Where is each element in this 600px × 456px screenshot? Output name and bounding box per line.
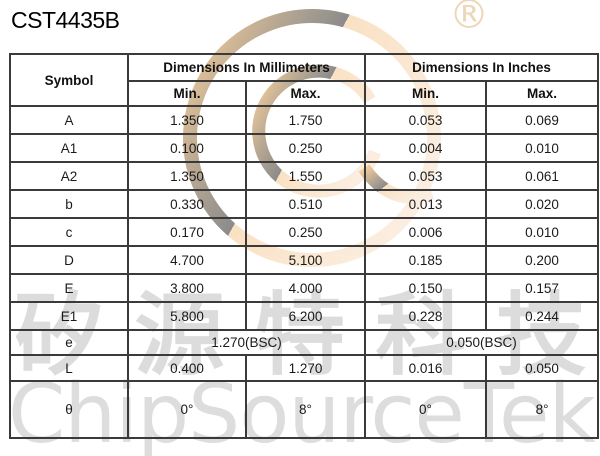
page-title: CST4435B <box>11 7 120 33</box>
cell-in-max: 8° <box>485 380 600 439</box>
table-row: E 3.800 4.000 0.150 0.157 <box>9 273 600 303</box>
cell-in-span: 0.050(BSC) <box>364 329 600 356</box>
cell-symbol: L <box>9 354 129 382</box>
cell-mm-min: 4.700 <box>127 245 247 275</box>
cell-mm-max: 0.250 <box>244 217 367 247</box>
cell-in-max: 0.010 <box>485 133 600 163</box>
cell-mm-max: 1.750 <box>244 105 367 135</box>
cell-symbol: D <box>9 245 129 275</box>
table-row: A 1.350 1.750 0.053 0.069 <box>9 105 600 135</box>
cell-in-max: 0.069 <box>485 105 600 135</box>
table-row: e 1.270(BSC) 0.050(BSC) <box>9 329 600 356</box>
cell-mm-max: 5.100 <box>244 245 367 275</box>
cell-mm-min: 0.330 <box>127 189 247 219</box>
dimensions-table: Symbol Dimensions In Millimeters Dimensi… <box>9 53 600 439</box>
cell-in-min: 0.185 <box>364 245 488 275</box>
col-header-symbol: Symbol <box>9 53 129 107</box>
cell-in-max: 0.157 <box>485 273 600 303</box>
cell-in-min: 0.053 <box>364 161 488 191</box>
table-row: D 4.700 5.100 0.185 0.200 <box>9 245 600 275</box>
cell-mm-min: 5.800 <box>127 301 247 331</box>
cell-symbol: b <box>9 189 129 219</box>
cell-mm-max: 1.550 <box>244 161 367 191</box>
table-row: A1 0.100 0.250 0.004 0.010 <box>9 133 600 163</box>
cell-in-min: 0.006 <box>364 217 488 247</box>
cell-mm-min: 0.170 <box>127 217 247 247</box>
cell-mm-max: 6.200 <box>244 301 367 331</box>
cell-mm-span: 1.270(BSC) <box>126 329 367 356</box>
cell-in-min: 0.004 <box>364 133 488 163</box>
cell-mm-min: 0.400 <box>127 354 247 382</box>
cell-in-min: 0.228 <box>364 301 488 331</box>
cell-symbol: A2 <box>9 161 129 191</box>
cell-in-min: 0.053 <box>364 105 488 135</box>
cell-symbol: E <box>9 273 129 303</box>
table-row: L 0.400 1.270 0.016 0.050 <box>9 354 600 382</box>
cell-mm-min: 1.350 <box>127 105 247 135</box>
cell-in-max: 0.200 <box>485 245 600 275</box>
table-row: A2 1.350 1.550 0.053 0.061 <box>9 161 600 191</box>
table-row: θ 0° 8° 0° 8° <box>9 380 600 439</box>
cell-mm-max: 8° <box>244 380 367 439</box>
cell-in-max: 0.020 <box>485 189 600 219</box>
col-header-mm-min: Min. <box>127 80 247 107</box>
cell-mm-max: 4.000 <box>244 273 367 303</box>
cell-in-min: 0.016 <box>364 354 488 382</box>
cell-symbol: c <box>9 217 129 247</box>
table-row: c 0.170 0.250 0.006 0.010 <box>9 217 600 247</box>
cell-mm-max: 0.250 <box>244 133 367 163</box>
cell-mm-min: 0° <box>127 380 247 439</box>
cell-in-max: 0.050 <box>485 354 600 382</box>
cell-mm-min: 1.350 <box>127 161 247 191</box>
table-row: b 0.330 0.510 0.013 0.020 <box>9 189 600 219</box>
cell-symbol: θ <box>9 380 129 439</box>
cell-symbol: E1 <box>9 301 129 331</box>
cell-in-max: 0.010 <box>485 217 600 247</box>
cell-symbol: A <box>9 105 129 135</box>
table-row: E1 5.800 6.200 0.228 0.244 <box>9 301 600 331</box>
col-header-millimeters: Dimensions In Millimeters <box>126 53 367 82</box>
col-header-mm-max: Max. <box>244 80 367 107</box>
cell-in-max: 0.061 <box>485 161 600 191</box>
cell-in-max: 0.244 <box>485 301 600 331</box>
cell-in-min: 0° <box>364 380 488 439</box>
cell-mm-max: 0.510 <box>244 189 367 219</box>
cell-symbol: e <box>9 329 129 356</box>
col-header-in-min: Min. <box>364 80 488 107</box>
col-header-in-max: Max. <box>485 80 600 107</box>
registered-trademark-icon: ® <box>449 0 489 38</box>
cell-in-min: 0.013 <box>364 189 488 219</box>
col-header-inches: Dimensions In Inches <box>364 53 600 82</box>
cell-in-min: 0.150 <box>364 273 488 303</box>
cell-mm-min: 0.100 <box>127 133 247 163</box>
cell-mm-max: 1.270 <box>244 354 367 382</box>
cell-mm-min: 3.800 <box>127 273 247 303</box>
cell-symbol: A1 <box>9 133 129 163</box>
